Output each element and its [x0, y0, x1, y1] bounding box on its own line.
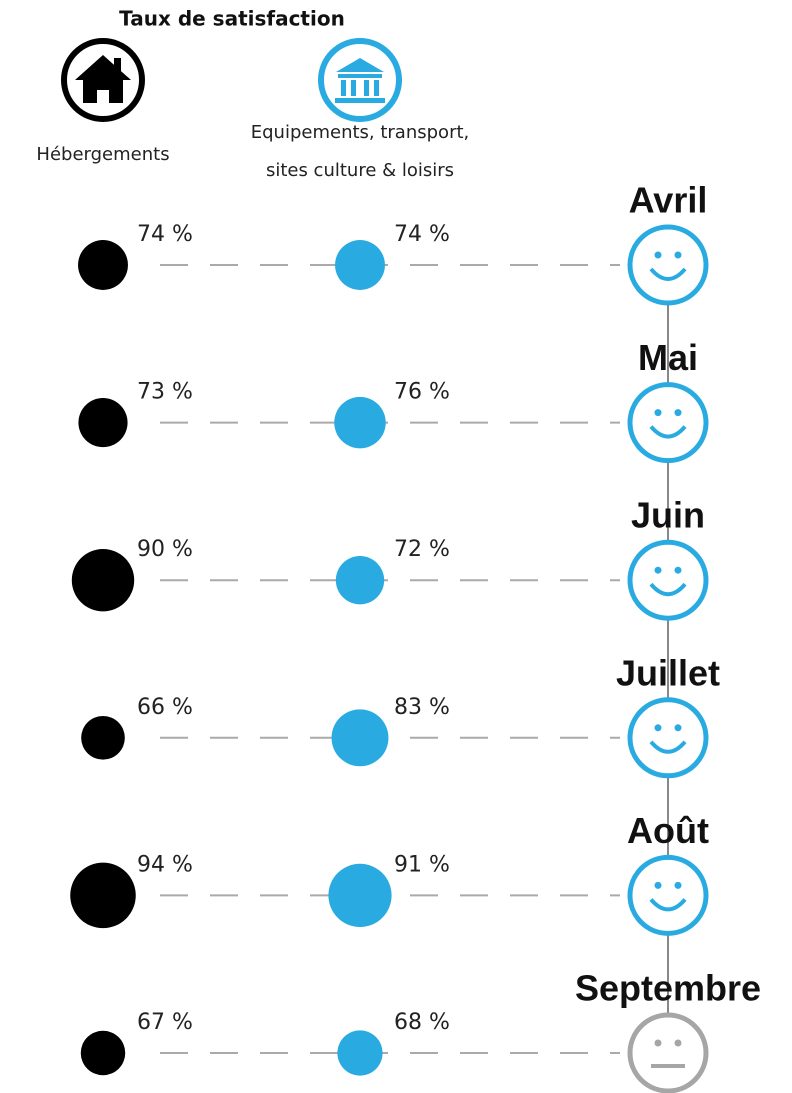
eye: [654, 881, 662, 889]
month-label: Août: [627, 810, 709, 851]
value-label: 91 %: [394, 852, 450, 877]
face-icon: [627, 1012, 709, 1093]
value-label: 72 %: [394, 537, 450, 562]
bubble: [71, 549, 135, 612]
eye: [654, 566, 662, 574]
legend-label: Hébergements: [36, 144, 169, 165]
bubble: [80, 1030, 126, 1076]
face-icon: [627, 697, 709, 779]
value-label: 68 %: [394, 1010, 450, 1035]
bubble: [334, 396, 386, 449]
legend-label: Equipements, transport,: [251, 122, 470, 143]
bubble: [78, 240, 128, 290]
face-icon: [627, 854, 709, 936]
value-label: 66 %: [137, 695, 193, 720]
face: [627, 1012, 709, 1093]
face-icon: [627, 382, 709, 464]
eye: [674, 251, 682, 259]
value-label: 74 %: [137, 222, 193, 247]
face: [627, 854, 709, 936]
face: [627, 382, 709, 464]
face: [627, 697, 709, 779]
value-label: 94 %: [137, 852, 193, 877]
mouth: [649, 898, 687, 912]
bubble: [328, 863, 392, 927]
mouth: [649, 425, 687, 439]
bubble: [335, 240, 385, 290]
title: Taux de satisfaction: [119, 7, 345, 31]
house-icon: [61, 38, 145, 122]
value-label: 90 %: [137, 537, 193, 562]
month-label: Mai: [638, 337, 698, 378]
face: [627, 224, 709, 306]
value-label: 76 %: [394, 380, 450, 405]
bubble: [70, 862, 136, 929]
mouth: [649, 267, 687, 281]
eye: [674, 881, 682, 889]
value-label: 83 %: [394, 695, 450, 720]
eye: [674, 1039, 682, 1047]
eye: [654, 251, 662, 259]
face-icon: [627, 224, 709, 306]
eye: [654, 724, 662, 732]
legend-label: sites culture & loisirs: [266, 160, 454, 181]
face-icon: [627, 539, 709, 621]
face: [627, 539, 709, 621]
value-label: 74 %: [394, 222, 450, 247]
eye: [674, 724, 682, 732]
month-label: Septembre: [575, 968, 761, 1009]
museum-icon: [318, 38, 402, 122]
bubble: [335, 556, 385, 605]
mouth: [649, 582, 687, 597]
eye: [654, 1039, 662, 1047]
bubble: [337, 1030, 383, 1076]
bubble: [331, 709, 389, 767]
eye: [674, 409, 682, 417]
value-label: 67 %: [137, 1010, 193, 1035]
bubble: [78, 398, 128, 448]
value-label: 73 %: [137, 380, 193, 405]
eye: [654, 409, 662, 417]
month-label: Avril: [629, 180, 708, 221]
mouth: [649, 740, 687, 754]
eye: [674, 566, 682, 574]
bubble: [81, 715, 125, 760]
month-label: Juillet: [616, 652, 720, 693]
month-label: Juin: [631, 495, 705, 536]
